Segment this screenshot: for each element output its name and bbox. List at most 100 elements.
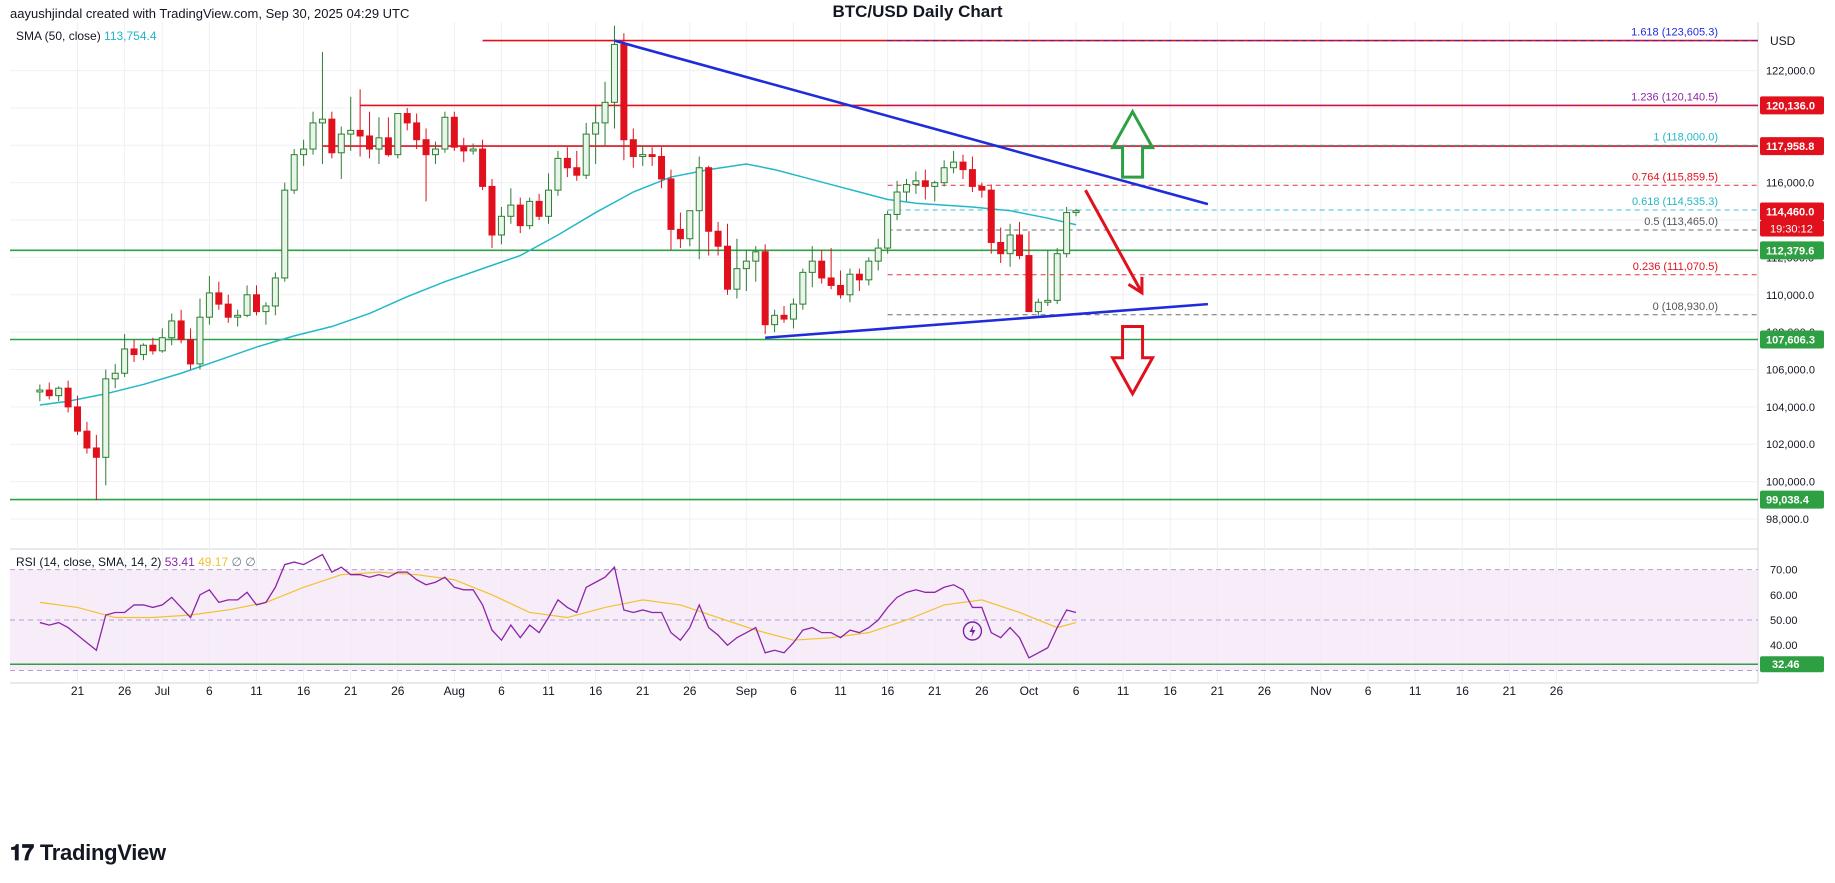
candle[interactable] [921, 169, 929, 200]
candle[interactable] [130, 339, 138, 363]
candle[interactable] [884, 210, 892, 254]
candle[interactable] [375, 117, 383, 164]
trendline[interactable] [765, 302, 1209, 340]
candle[interactable] [968, 156, 976, 193]
candle[interactable] [1063, 206, 1071, 258]
candle[interactable] [950, 150, 958, 174]
candle[interactable] [799, 268, 807, 310]
candle[interactable] [196, 298, 204, 370]
rsi-price-tag[interactable]: 32.46 [1760, 656, 1824, 673]
candle[interactable] [177, 309, 185, 344]
candle[interactable] [563, 147, 571, 178]
price-tag[interactable]: 120,136.0 [1760, 96, 1824, 115]
candle[interactable] [987, 184, 995, 254]
candle[interactable] [187, 328, 195, 370]
candle[interactable] [205, 276, 213, 325]
candle[interactable] [752, 246, 760, 282]
candle[interactable] [516, 197, 524, 234]
candle[interactable] [262, 302, 270, 325]
candle[interactable] [281, 182, 289, 282]
candle[interactable] [733, 238, 741, 299]
candle[interactable] [121, 334, 129, 377]
candle[interactable] [667, 169, 675, 250]
candle[interactable] [526, 197, 534, 230]
candle[interactable] [620, 33, 628, 161]
lightning-replay-icon[interactable] [962, 621, 983, 641]
candle[interactable] [328, 111, 336, 159]
candle[interactable] [827, 248, 835, 290]
candle[interactable] [422, 128, 430, 202]
candle[interactable] [366, 111, 374, 159]
candle[interactable] [610, 25, 618, 129]
price-tag[interactable]: 117,958.8 [1760, 137, 1824, 156]
candle[interactable] [253, 285, 260, 316]
candle[interactable] [902, 178, 910, 202]
candle[interactable] [497, 206, 505, 245]
candle[interactable] [1016, 221, 1024, 260]
tradingview-brand[interactable]: 𝟏𝟕 TradingView [10, 840, 166, 866]
candle[interactable] [92, 434, 100, 501]
candle[interactable] [573, 150, 581, 181]
candle[interactable] [450, 111, 458, 151]
candle[interactable] [384, 117, 392, 157]
candle[interactable] [271, 272, 279, 316]
candle[interactable] [912, 171, 920, 194]
candle[interactable] [855, 268, 863, 292]
price-tag[interactable]: 107,606.3 [1760, 330, 1824, 349]
candle[interactable] [158, 328, 166, 353]
candle[interactable] [978, 182, 986, 198]
candle[interactable] [997, 227, 1005, 264]
candle[interactable] [290, 149, 298, 194]
candle[interactable] [74, 395, 82, 435]
candle[interactable] [36, 384, 44, 402]
price-tag[interactable]: 112,379.6 [1760, 241, 1824, 260]
candle[interactable] [300, 139, 308, 166]
price-tag[interactable]: 99,038.4 [1760, 490, 1824, 509]
candle[interactable] [893, 180, 901, 221]
candle[interactable] [535, 193, 543, 221]
candle[interactable] [658, 147, 666, 189]
candle[interactable] [695, 156, 703, 260]
candle[interactable] [686, 210, 694, 247]
candle[interactable] [64, 380, 72, 413]
candle[interactable] [592, 106, 600, 164]
candle[interactable] [705, 165, 713, 256]
candle[interactable] [55, 386, 63, 402]
candle[interactable] [479, 139, 487, 191]
candle[interactable] [601, 81, 609, 146]
trendline[interactable] [614, 39, 1209, 206]
candle[interactable] [337, 126, 345, 179]
candle[interactable] [83, 421, 91, 454]
candle[interactable] [808, 246, 816, 288]
candle[interactable] [874, 238, 882, 271]
candle[interactable] [111, 363, 119, 389]
candle[interactable] [102, 369, 110, 486]
candle[interactable] [460, 137, 468, 163]
candle[interactable] [431, 141, 439, 164]
candle[interactable] [959, 154, 967, 179]
candle[interactable] [507, 188, 515, 224]
candle[interactable] [545, 173, 553, 224]
candle[interactable] [629, 128, 637, 168]
candle[interactable] [837, 270, 845, 299]
candle[interactable] [639, 145, 647, 166]
candle[interactable] [582, 122, 590, 179]
candle[interactable] [1053, 248, 1061, 305]
candle[interactable] [224, 294, 232, 323]
candle[interactable] [488, 178, 496, 249]
candle[interactable] [648, 147, 656, 166]
candle[interactable] [865, 257, 873, 286]
candle[interactable] [940, 160, 948, 187]
candle[interactable] [394, 113, 402, 159]
currency-label[interactable]: USD [1770, 34, 1796, 48]
candle[interactable] [742, 249, 750, 292]
candle[interactable] [724, 223, 731, 295]
candle[interactable] [469, 143, 477, 155]
candle[interactable] [818, 249, 826, 284]
candle[interactable] [347, 96, 355, 151]
price-tag[interactable]: 114,460.0 19:30:12 [1760, 202, 1824, 237]
candle[interactable] [168, 313, 176, 346]
candle[interactable] [676, 212, 684, 249]
candle[interactable] [149, 337, 157, 355]
candle[interactable] [243, 285, 251, 318]
